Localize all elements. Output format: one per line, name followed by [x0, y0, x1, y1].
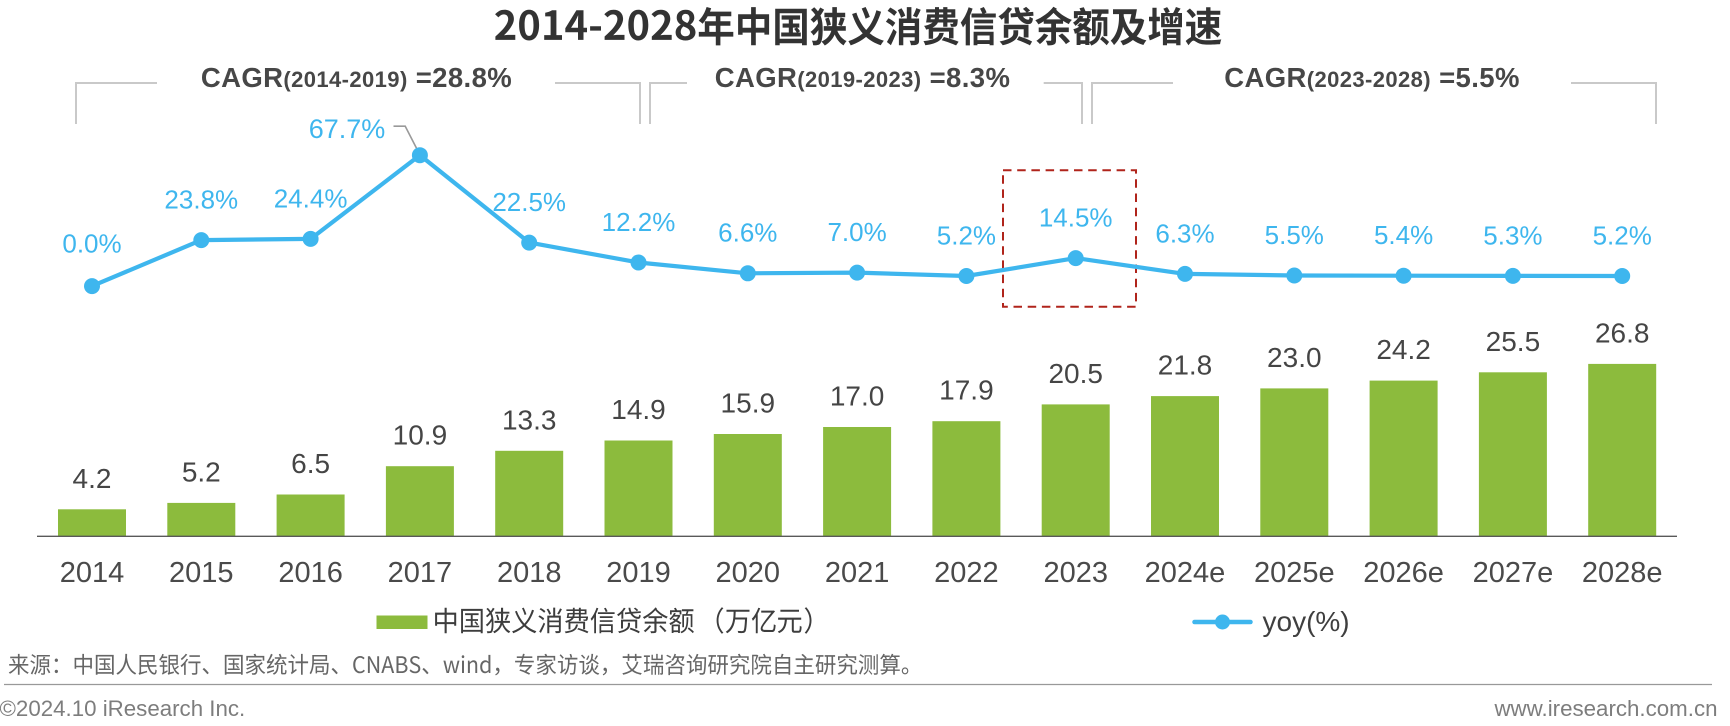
svg-text:2017: 2017 [388, 557, 453, 589]
svg-text:6.6%: 6.6% [718, 218, 777, 248]
svg-text:17.0: 17.0 [830, 381, 885, 412]
svg-text:2021: 2021 [825, 557, 890, 589]
svg-text:7.0%: 7.0% [827, 217, 886, 247]
svg-text:23.8%: 23.8% [164, 185, 238, 215]
svg-text:2023: 2023 [1043, 557, 1108, 589]
svg-text:5.2%: 5.2% [1593, 220, 1652, 250]
svg-text:2016: 2016 [278, 557, 343, 589]
svg-text:24.4%: 24.4% [274, 183, 348, 213]
svg-text:5.5%: 5.5% [1265, 220, 1324, 250]
svg-text:6.5: 6.5 [291, 448, 330, 479]
svg-text:14.9: 14.9 [611, 394, 666, 425]
svg-text:2020: 2020 [716, 557, 781, 589]
svg-text:2027e: 2027e [1473, 557, 1554, 589]
svg-text:17.9: 17.9 [939, 375, 994, 406]
svg-text:5.3%: 5.3% [1483, 220, 1542, 250]
svg-text:CAGR(2019-2023) =8.3%: CAGR(2019-2023) =8.3% [715, 62, 1011, 93]
svg-text:CAGR(2023-2028) =5.5%: CAGR(2023-2028) =5.5% [1224, 62, 1520, 93]
svg-text:2014: 2014 [60, 557, 125, 589]
svg-text:22.5%: 22.5% [492, 187, 566, 217]
svg-text:www.iresearch.com.cn: www.iresearch.com.cn [1493, 696, 1717, 721]
svg-text:21.8: 21.8 [1158, 350, 1213, 381]
svg-text:10.9: 10.9 [393, 420, 448, 451]
svg-text:20.5: 20.5 [1048, 358, 1103, 389]
svg-text:14.5%: 14.5% [1039, 203, 1113, 233]
svg-text:23.0: 23.0 [1267, 342, 1322, 373]
svg-text:CAGR(2014-2019) =28.8%: CAGR(2014-2019) =28.8% [201, 62, 512, 93]
svg-text:26.8: 26.8 [1595, 317, 1650, 348]
svg-text:25.5: 25.5 [1486, 326, 1541, 357]
svg-text:13.3: 13.3 [502, 404, 557, 435]
svg-text:yoy(%): yoy(%) [1263, 606, 1350, 637]
svg-text:5.4%: 5.4% [1374, 220, 1433, 250]
svg-text:5.2: 5.2 [182, 456, 221, 487]
svg-text:4.2: 4.2 [73, 463, 112, 494]
svg-text:67.7%: 67.7% [309, 114, 386, 144]
svg-text:15.9: 15.9 [721, 388, 776, 419]
svg-text:2019: 2019 [606, 557, 671, 589]
svg-text:5.2%: 5.2% [937, 220, 996, 250]
svg-text:©2024.10 iResearch Inc.: ©2024.10 iResearch Inc. [0, 696, 245, 721]
svg-text:2028e: 2028e [1582, 557, 1663, 589]
svg-text:6.3%: 6.3% [1155, 218, 1214, 248]
svg-text:12.2%: 12.2% [602, 207, 676, 237]
svg-text:2015: 2015 [169, 557, 234, 589]
svg-text:0.0%: 0.0% [62, 229, 121, 259]
svg-text:2025e: 2025e [1254, 557, 1335, 589]
svg-text:24.2: 24.2 [1376, 334, 1431, 365]
svg-text:2022: 2022 [934, 557, 999, 589]
svg-text:2018: 2018 [497, 557, 562, 589]
svg-text:2024e: 2024e [1145, 557, 1226, 589]
svg-text:2026e: 2026e [1363, 557, 1444, 589]
